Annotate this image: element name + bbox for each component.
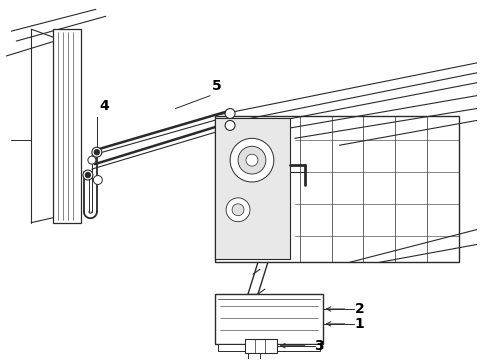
Circle shape xyxy=(94,176,102,184)
Bar xyxy=(218,344,319,351)
Bar xyxy=(215,116,459,262)
Bar xyxy=(215,118,290,260)
Text: 3: 3 xyxy=(315,339,324,353)
Text: 2: 2 xyxy=(354,302,364,316)
Text: 5: 5 xyxy=(212,79,222,93)
Circle shape xyxy=(226,198,250,222)
Circle shape xyxy=(95,150,99,155)
Bar xyxy=(245,339,277,353)
Circle shape xyxy=(85,172,90,177)
Circle shape xyxy=(232,204,244,216)
Circle shape xyxy=(92,147,102,157)
Circle shape xyxy=(83,170,93,180)
Bar xyxy=(248,353,260,360)
Bar xyxy=(215,294,322,344)
Circle shape xyxy=(88,156,96,164)
Circle shape xyxy=(238,146,266,174)
Circle shape xyxy=(246,154,258,166)
Circle shape xyxy=(225,121,235,130)
Text: 1: 1 xyxy=(354,317,364,331)
Circle shape xyxy=(230,138,274,182)
Text: 4: 4 xyxy=(100,99,110,113)
Bar xyxy=(53,29,81,223)
Circle shape xyxy=(225,109,235,118)
